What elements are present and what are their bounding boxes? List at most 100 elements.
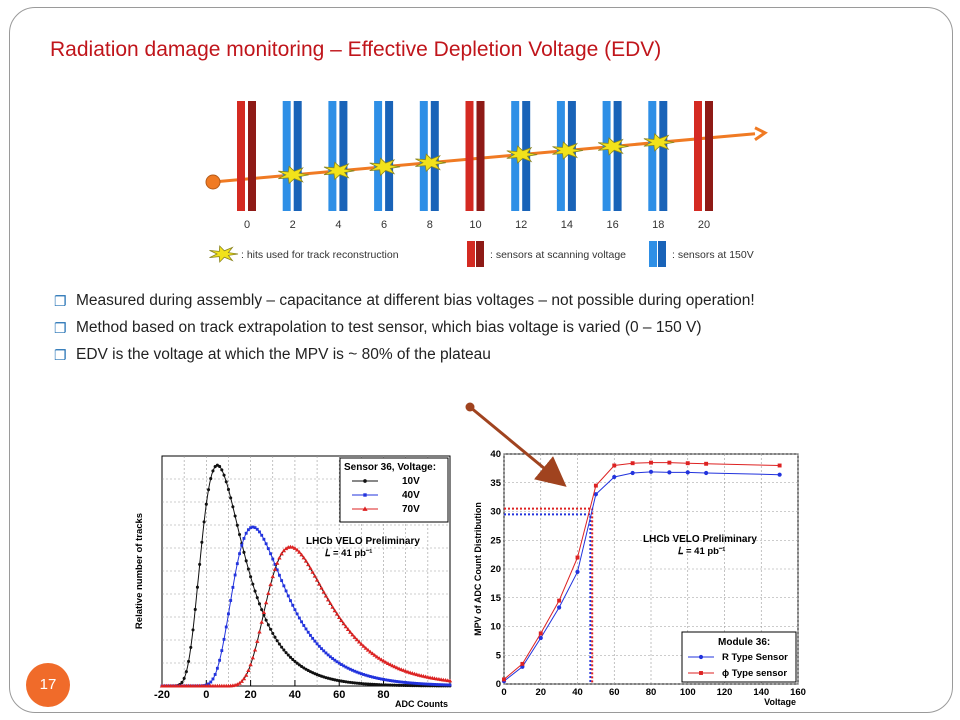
legend-entry: R Type Sensor xyxy=(722,652,788,663)
data-point xyxy=(262,537,266,541)
data-point xyxy=(204,502,208,506)
data-point xyxy=(395,683,399,687)
sensor-label: 12 xyxy=(515,219,527,231)
data-point xyxy=(406,681,410,685)
x-tick-label: 60 xyxy=(333,689,345,701)
bullet-item: ❐ Method based on track extrapolation to … xyxy=(54,317,914,339)
data-point xyxy=(401,683,406,687)
data-point xyxy=(271,557,275,561)
data-point xyxy=(269,552,272,556)
data-point xyxy=(444,683,447,687)
data-point xyxy=(388,683,392,687)
data-point xyxy=(413,681,416,685)
data-point xyxy=(323,593,329,598)
data-point xyxy=(354,637,360,642)
data-point xyxy=(322,649,326,653)
legend-entry: ϕ Type sensor xyxy=(722,668,787,679)
data-point xyxy=(355,670,359,674)
sensor-label: 16 xyxy=(606,219,618,231)
data-point xyxy=(368,675,372,678)
data-point xyxy=(198,562,202,566)
x-tick-label: 120 xyxy=(717,687,733,698)
data-point xyxy=(253,526,257,530)
data-point xyxy=(376,656,382,660)
bullet-item: ❐ Measured during assembly – capacitance … xyxy=(54,290,914,312)
hollow-square-bullet-icon: ❐ xyxy=(54,293,67,309)
data-point xyxy=(383,660,388,664)
data-point xyxy=(667,460,672,465)
sensor-plane xyxy=(339,101,348,211)
legend-fixed-swatch xyxy=(649,241,657,267)
data-point xyxy=(320,647,323,651)
data-point xyxy=(649,460,653,465)
data-point xyxy=(211,677,215,681)
data-point xyxy=(310,570,315,574)
legend-hit-star-icon xyxy=(209,245,239,263)
data-point xyxy=(252,647,258,652)
data-point xyxy=(241,676,247,681)
hit-star-icon xyxy=(506,145,538,164)
data-point xyxy=(308,566,313,570)
data-point xyxy=(277,573,281,577)
data-point xyxy=(379,657,384,662)
data-point xyxy=(200,540,204,544)
data-point xyxy=(266,591,271,595)
data-point xyxy=(381,683,386,687)
data-point xyxy=(344,665,348,669)
y-axis-label: Relative number of tracks xyxy=(134,513,145,629)
data-point xyxy=(182,676,186,680)
data-point xyxy=(359,682,363,686)
data-point xyxy=(220,468,224,472)
data-point xyxy=(280,579,284,583)
data-point xyxy=(575,555,580,560)
data-point xyxy=(370,682,375,686)
data-point xyxy=(257,602,262,606)
data-point xyxy=(255,527,259,531)
x-tick-label: 0 xyxy=(501,687,506,698)
legend-box xyxy=(339,457,449,523)
data-point xyxy=(297,549,302,554)
data-point xyxy=(286,653,290,657)
data-point xyxy=(300,620,303,624)
hit-star-icon xyxy=(278,165,309,185)
data-point xyxy=(342,664,346,668)
data-point xyxy=(266,547,270,551)
data-point xyxy=(295,661,299,665)
data-point xyxy=(326,653,330,657)
data-point xyxy=(704,461,709,466)
data-point xyxy=(222,637,226,641)
data-point xyxy=(335,660,339,664)
data-point xyxy=(538,635,543,641)
data-point xyxy=(293,608,297,612)
data-point xyxy=(293,659,297,663)
data-point xyxy=(246,567,250,571)
data-point xyxy=(301,555,306,560)
chart-legend: Module 36: R Type Sensor ϕ Type sensor xyxy=(681,631,797,683)
data-point xyxy=(235,523,239,527)
x-tick-label: 80 xyxy=(646,687,657,698)
x-tick-label: -20 xyxy=(154,689,170,701)
data-point xyxy=(312,573,318,578)
data-point xyxy=(283,546,289,551)
data-point xyxy=(281,548,287,553)
series-70V xyxy=(159,544,453,688)
data-point xyxy=(249,526,253,530)
data-point xyxy=(435,683,439,686)
x-tick-label: 60 xyxy=(609,687,620,698)
data-point xyxy=(302,666,306,670)
data-point xyxy=(317,581,322,586)
data-point xyxy=(259,620,264,624)
data-point xyxy=(397,683,401,687)
sensor-8 xyxy=(419,101,439,211)
data-point xyxy=(557,605,562,610)
x-tick-label: 40 xyxy=(289,689,301,701)
data-point xyxy=(446,683,450,687)
data-point xyxy=(227,612,230,616)
data-point xyxy=(362,673,366,676)
data-point xyxy=(392,664,397,669)
data-point xyxy=(251,525,255,529)
sensor-plane xyxy=(648,101,657,211)
sensor-18 xyxy=(648,101,668,211)
x-tick-label: 20 xyxy=(244,689,256,701)
data-point xyxy=(302,624,306,627)
